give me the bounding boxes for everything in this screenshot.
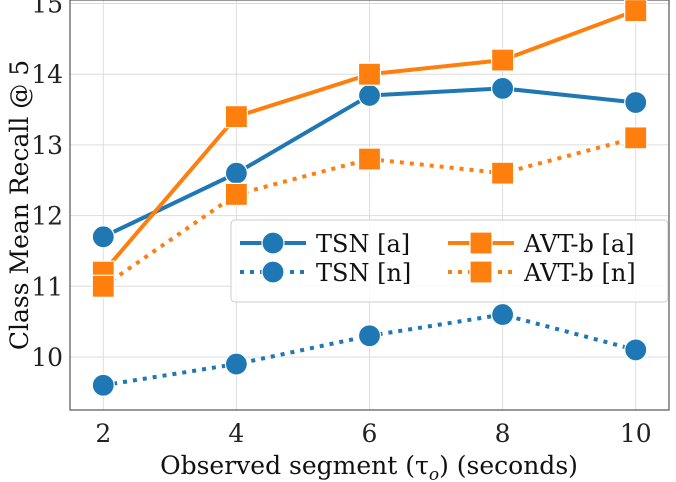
legend-label: AVT-b [n] [523,259,636,287]
x-tick-label: 8 [495,419,511,448]
data-point [224,182,248,206]
data-point [91,373,115,397]
data-point [357,62,382,86]
data-point [357,83,382,108]
x-axis-ticks: 2 4 6 8 10 [95,419,651,448]
x-axis-label-tail: ) (seconds) [439,451,578,480]
y-axis-label: Class Mean Recall @ 5 [5,60,34,350]
legend-label: TSN [a] [316,230,410,258]
data-point [91,274,115,298]
legend-marker [261,231,285,255]
series-tsn-a [91,76,648,249]
y-axis-ticks: 10 11 12 13 14 15 [31,0,63,372]
data-point [491,302,515,327]
data-point [491,48,515,72]
x-tick-label: 6 [362,419,378,448]
data-point [491,76,515,100]
y-tick-label: 15 [31,0,63,19]
y-tick-label: 14 [31,60,63,89]
data-point [624,90,648,115]
x-axis-label-main: Observed segment (τ [160,451,429,480]
x-axis-label: Observed segment (τo) (seconds) [160,451,578,482]
legend-label: TSN [n] [316,259,411,287]
legend-marker [261,260,285,284]
data-point [91,225,115,249]
series-avt-b-n [91,126,648,298]
legend: TSN [a]TSN [n] AVT-b [a]AVT-b [n] [230,219,669,303]
legend-box [230,219,669,303]
legend-entry-avt-b-n: AVT-b [n] [448,259,636,287]
legend-marker [469,231,493,255]
y-tick-label: 10 [31,343,63,372]
y-tick-label: 13 [31,131,63,160]
data-point [624,338,648,362]
x-axis-label-subscript: o [429,465,439,482]
data-point [357,324,382,348]
plot-frame [69,0,670,411]
data-point [624,126,648,150]
data-point [224,352,248,376]
data-point [357,147,382,171]
legend-entry-avt-b-a: AVT-b [a] [448,230,635,258]
series-tsn-n [91,302,648,397]
data-point [224,161,248,185]
data-point [491,161,515,185]
y-tick-label: 12 [31,202,63,231]
data-point [624,0,648,23]
legend-entry-tsn-a: TSN [a] [240,230,410,258]
y-tick-label: 11 [31,272,63,301]
x-tick-label: 4 [228,419,244,448]
legend-label: AVT-b [a] [523,230,635,258]
legend-entry-tsn-n: TSN [n] [240,259,411,287]
x-tick-label: 2 [95,419,111,448]
data-point [224,105,248,129]
x-tick-label: 10 [620,419,652,448]
legend-marker [469,260,493,284]
series-group [91,0,648,397]
